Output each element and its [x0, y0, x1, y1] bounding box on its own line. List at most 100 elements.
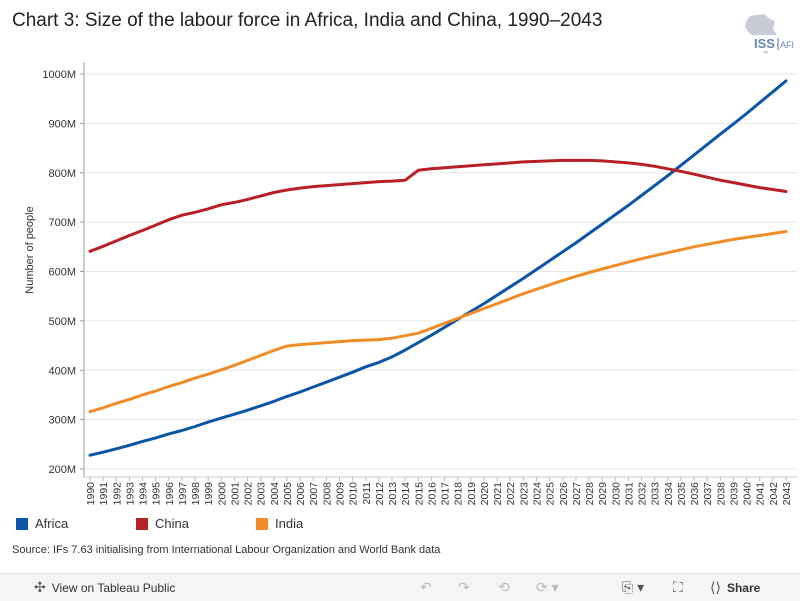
x-tick-label: 2008	[321, 482, 333, 506]
x-tick-label: 2032	[637, 482, 649, 506]
x-tick-label: 2031	[623, 482, 635, 506]
x-tick-label: 2035	[676, 482, 688, 506]
legend-label-africa: Africa	[35, 516, 69, 531]
chart-title: Chart 3: Size of the labour force in Afr…	[12, 10, 603, 31]
x-tick-label: 2002	[243, 482, 255, 506]
x-tick-label: 2010	[348, 482, 360, 506]
y-tick-label: 1000M	[42, 69, 76, 81]
x-tick-label: 2017	[440, 482, 452, 506]
x-tick-label: 2028	[584, 482, 596, 506]
fullscreen-button[interactable]: ⛶	[673, 574, 683, 601]
series-line-china[interactable]	[88, 158, 788, 253]
x-tick-label: 2022	[505, 482, 517, 506]
x-tick-label: 2040	[742, 482, 754, 506]
legend-item-india[interactable]: India	[256, 516, 303, 531]
legend: Africa China India	[0, 516, 800, 536]
x-tick-label: 2029	[597, 482, 609, 506]
tableau-icon: ✣	[34, 579, 46, 595]
x-tick-label: 2001	[229, 482, 241, 506]
view-on-tableau-label: View on Tableau Public	[51, 580, 176, 595]
x-tick-label: 1995	[151, 482, 163, 506]
x-tick-label: 2023	[518, 482, 530, 506]
x-tick-label: 2019	[466, 482, 478, 506]
download-button[interactable]: ⎘ ▾	[622, 574, 644, 601]
x-tick-label: 2000	[216, 482, 228, 506]
legend-swatch-africa	[16, 517, 28, 530]
undo-icon: ↶	[420, 579, 432, 595]
share-icon: ⟨⟩	[710, 579, 721, 595]
y-tick-label: 700M	[48, 217, 76, 229]
x-tick-label: 1994	[138, 482, 150, 506]
y-axis-ticks: 200M 300M 400M 500M 600M 700M 800M 900M 1000M	[42, 69, 84, 476]
x-tick-label: 2004	[269, 482, 281, 506]
y-axis-label: Number of people	[24, 206, 36, 293]
x-tick-label: 2024	[531, 482, 543, 506]
y-tick-label: 900M	[48, 118, 76, 130]
series-lines	[88, 79, 788, 457]
x-tick-label: 2014	[400, 482, 412, 506]
y-tick-label: 800M	[48, 168, 76, 180]
x-tick-label: 1992	[111, 482, 123, 506]
y-tick-label: 400M	[48, 365, 76, 377]
logo-subtext: AFI	[780, 40, 794, 50]
refresh-button[interactable]: ⟳ ▾	[536, 574, 559, 601]
x-tick-label: 1996	[164, 482, 176, 506]
x-tick-label: 2039	[728, 482, 740, 506]
y-tick-label: 300M	[48, 415, 76, 427]
x-tick-label: 2034	[663, 482, 675, 506]
x-tick-label: 2020	[479, 482, 491, 506]
revert-button[interactable]: ⟲	[498, 574, 510, 601]
share-label: Share	[726, 580, 761, 595]
x-tick-label: 1993	[124, 482, 136, 506]
iss-logo[interactable]: ISS AFI	[738, 12, 794, 56]
y-tick-label: 500M	[48, 316, 76, 328]
x-tick-label: 2016	[426, 482, 438, 506]
series-line-india[interactable]	[88, 230, 788, 414]
gridlines	[83, 62, 798, 478]
x-tick-label: 2013	[387, 482, 399, 506]
x-tick-label: 2030	[610, 482, 622, 506]
y-tick-label: 200M	[48, 464, 76, 476]
tableau-toolbar: ✣ View on Tableau Public ↶ ↷ ⟲ ⟳ ▾ ⎘ ▾ ⛶…	[0, 573, 800, 601]
legend-swatch-china	[136, 517, 148, 530]
series-line-africa[interactable]	[88, 79, 788, 457]
source-note: Source: IFs 7.63 initialising from Inter…	[12, 544, 441, 556]
x-tick-label: 2005	[282, 482, 294, 506]
refresh-icon: ⟳ ▾	[536, 579, 559, 595]
x-tick-label: 2015	[413, 482, 425, 506]
x-tick-label: 2009	[335, 482, 347, 506]
x-tick-label: 1999	[203, 482, 215, 506]
x-tick-label: 2021	[492, 482, 504, 506]
redo-icon: ↷	[458, 579, 470, 595]
x-tick-label: 2007	[308, 482, 320, 506]
legend-item-china[interactable]: China	[136, 516, 189, 531]
logo-text: ISS	[754, 36, 775, 51]
x-tick-label: 1998	[190, 482, 202, 506]
legend-label-india: India	[275, 516, 304, 531]
x-tick-label: 2037	[702, 482, 714, 506]
x-tick-label: 2027	[571, 482, 583, 506]
share-button[interactable]: ⟨⟩ Share	[710, 574, 760, 601]
view-on-tableau-button[interactable]: ✣ View on Tableau Public	[34, 574, 175, 601]
redo-button[interactable]: ↷	[458, 574, 470, 601]
y-tick-label: 600M	[48, 267, 76, 279]
x-tick-label: 2038	[715, 482, 727, 506]
x-axis-ticks: 1990 1991 1992 1993 1994 1995 1996 1997 1998 1999…	[85, 477, 793, 505]
x-tick-label: 2003	[256, 482, 268, 506]
x-tick-label: 1997	[177, 482, 189, 506]
line-chart[interactable]: Number of people 200M 300M 400M 500M 600M 700…	[0, 60, 800, 512]
africa-map-icon: ISS AFI	[745, 14, 794, 54]
undo-button[interactable]: ↶	[420, 574, 432, 601]
legend-label-china: China	[155, 516, 189, 531]
x-tick-label: 2011	[361, 482, 373, 505]
revert-icon: ⟲	[498, 579, 510, 595]
fullscreen-icon: ⛶	[673, 579, 683, 595]
x-tick-label: 1991	[98, 482, 110, 506]
x-tick-label: 2036	[689, 482, 701, 506]
x-tick-label: 2018	[453, 482, 465, 506]
x-tick-label: 2026	[558, 482, 570, 506]
x-tick-label: 2041	[755, 482, 767, 506]
x-tick-label: 2025	[545, 482, 557, 506]
legend-swatch-india	[256, 517, 268, 530]
legend-item-africa[interactable]: Africa	[16, 516, 68, 531]
